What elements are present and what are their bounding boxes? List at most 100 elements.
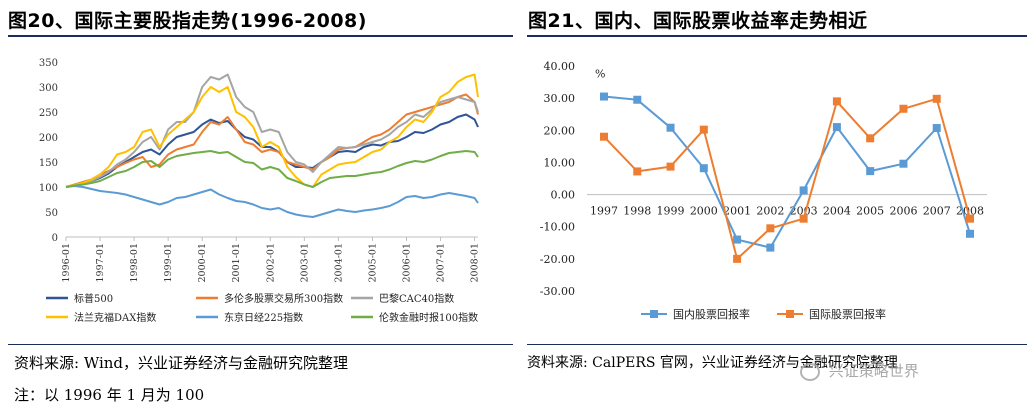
left-y-tick-label: 0 — [52, 233, 58, 244]
right-series-marker — [832, 123, 841, 132]
left-x-tick-label: 2003-01 — [299, 243, 310, 282]
right-x-tick-label: 1998 — [623, 205, 651, 218]
right-chart-title: 图21、国内、国际股票收益率走势相近 — [528, 10, 868, 32]
right-series-marker — [699, 125, 708, 134]
left-legend-label: 东京日经225指数 — [224, 311, 303, 324]
right-x-tick-label: 2005 — [856, 205, 884, 218]
left-legend-label: 巴黎CAC40指数 — [379, 292, 454, 305]
left-series-line — [65, 185, 479, 218]
left-y-tick-label: 350 — [39, 58, 58, 69]
left-series-line — [65, 73, 479, 188]
right-series-marker — [932, 94, 941, 103]
right-x-tick-label: 2004 — [823, 205, 851, 218]
right-series-marker — [799, 186, 808, 195]
left-x-tick-label: 2005-01 — [367, 243, 378, 282]
right-x-tick-label: 2000 — [690, 205, 718, 218]
left-legend-label: 标普500 — [74, 292, 113, 305]
right-series-marker — [766, 224, 775, 233]
left-line-chart: 0 50 100 150 200 250 300 350 1996-01 1997-01 1998-… — [39, 58, 481, 324]
right-series-marker — [966, 229, 974, 238]
left-x-tick-label: 2007-01 — [436, 243, 447, 282]
right-x-tick-label: 2002 — [756, 205, 784, 218]
right-x-tick-label: 2001 — [723, 205, 751, 218]
left-title-rule — [8, 35, 513, 37]
right-x-tick-label: 2007 — [923, 205, 951, 218]
left-x-tick-label: 2004-01 — [333, 243, 344, 282]
left-chart-series — [65, 73, 479, 218]
right-series-marker — [666, 162, 675, 171]
right-y-tick-label: 30.00 — [544, 92, 576, 105]
left-y-tick-label: 250 — [39, 108, 58, 119]
right-x-tick-label: 1999 — [657, 205, 685, 218]
left-chart-title: 图20、国际主要股指走势(1996-2008) — [8, 10, 367, 32]
left-y-tick-label: 200 — [39, 133, 58, 144]
right-y-tick-label: -30.00 — [540, 285, 575, 298]
watermark-text: 兴证策略世界 — [800, 360, 919, 381]
right-series-marker — [799, 214, 808, 223]
right-y-unit-label: % — [595, 67, 605, 80]
right-y-tick-label: -20.00 — [540, 253, 575, 266]
left-x-tick-label: 2001-01 — [231, 243, 242, 282]
right-series-marker — [733, 235, 742, 244]
right-series-marker — [966, 214, 974, 223]
watermark-icon — [800, 362, 820, 381]
left-series-line — [65, 93, 479, 188]
left-series-line — [65, 73, 479, 188]
right-y-tick-label: -10.00 — [540, 221, 575, 234]
left-legend-label: 法兰克福DAX指数 — [74, 311, 156, 324]
left-y-tick-label: 100 — [39, 183, 58, 194]
right-x-tick-label: 2003 — [790, 205, 818, 218]
left-x-tick-label: 2000-01 — [197, 243, 208, 282]
left-legend-label: 多伦多股票交易所300指数 — [224, 292, 343, 305]
left-chart-axes: 0 50 100 150 200 250 300 350 1996-01 1997-01 1998-… — [39, 58, 481, 282]
right-series-marker — [832, 97, 841, 106]
left-x-tick-label: 1997-01 — [95, 243, 106, 282]
left-bottom-rule — [8, 344, 513, 345]
right-chart-axes: 40.00 30.00 20.00 10.00 0.00 -10.00 -20.00 -30.… — [540, 60, 987, 298]
right-y-tick-label: 20.00 — [544, 124, 576, 137]
right-series-marker — [899, 159, 908, 168]
left-series-line — [65, 113, 479, 188]
right-series-marker — [633, 167, 642, 176]
left-x-tick-label: 2006-01 — [401, 243, 412, 282]
right-legend-marker — [786, 310, 794, 318]
right-series-marker — [733, 254, 742, 263]
right-title-rule — [527, 35, 1027, 37]
right-series-marker — [866, 167, 875, 176]
right-series-line — [603, 95, 971, 249]
left-series-line — [65, 150, 479, 188]
left-x-tick-label: 2008-01 — [470, 243, 481, 282]
left-note-text: 注：以 1996 年 1 月为 100 — [14, 386, 205, 404]
right-bottom-rule — [527, 344, 1027, 345]
left-x-tick-label: 1996-01 — [61, 243, 72, 282]
right-y-tick-label: 10.00 — [544, 156, 576, 169]
left-legend-label: 伦敦金融时报100指数 — [379, 311, 478, 324]
right-line-chart: 40.00 30.00 20.00 10.00 0.00 -10.00 -20.00 -30.… — [540, 60, 987, 321]
right-legend-label: 国际股票回报率 — [809, 307, 886, 321]
watermark-label: 兴证策略世界 — [828, 362, 919, 380]
right-series-marker — [766, 243, 775, 252]
right-series-marker — [932, 124, 941, 133]
left-x-tick-label: 1998-01 — [129, 243, 140, 282]
left-x-tick-label: 1999-01 — [163, 243, 174, 282]
right-series-marker — [666, 123, 675, 132]
right-y-tick-label: 40.00 — [544, 60, 576, 73]
right-series-marker — [699, 164, 708, 173]
right-legend-marker — [650, 310, 658, 318]
right-series-marker — [600, 92, 608, 101]
left-source-text: 资料来源: Wind，兴业证券经济与金融研究院整理 — [14, 354, 349, 372]
right-chart-legend: 国内股票回报率 国际股票回报率 — [641, 307, 886, 321]
left-x-tick-label: 2002-01 — [265, 243, 276, 282]
right-series-marker — [633, 95, 642, 104]
right-y-tick-label: 0.00 — [551, 189, 576, 202]
right-legend-label: 国内股票回报率 — [673, 307, 750, 321]
right-series-marker — [600, 132, 608, 141]
right-series-marker — [899, 104, 908, 113]
left-y-tick-label: 150 — [39, 158, 58, 169]
right-series-marker — [866, 134, 875, 143]
right-x-tick-label: 1997 — [590, 205, 618, 218]
right-series-line — [603, 97, 971, 260]
left-y-tick-label: 50 — [45, 208, 58, 219]
right-x-tick-label: 2006 — [889, 205, 917, 218]
